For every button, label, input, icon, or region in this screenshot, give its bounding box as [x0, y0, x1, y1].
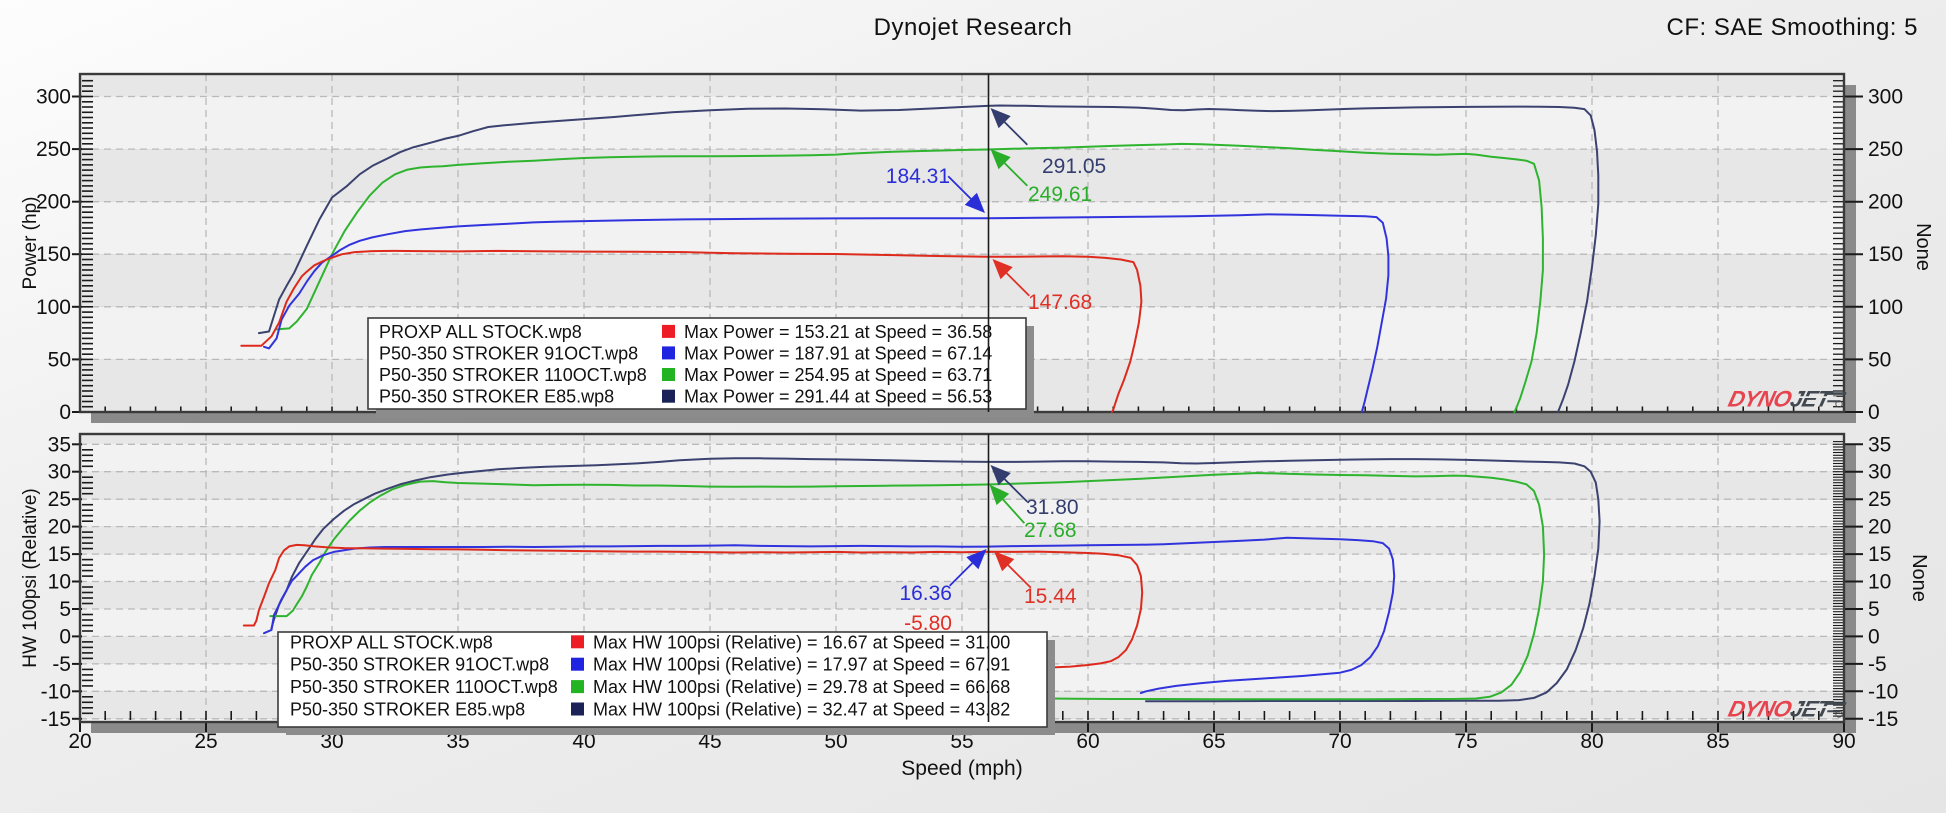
svg-text:P50-350 STROKER E85.wp8: P50-350 STROKER E85.wp8: [379, 387, 614, 407]
svg-text:50: 50: [824, 730, 847, 753]
svg-text:45: 45: [698, 730, 721, 753]
svg-text:16.36: 16.36: [899, 582, 952, 605]
svg-text:65: 65: [1202, 730, 1225, 753]
svg-text:-15: -15: [41, 708, 71, 731]
svg-text:Dynojet Research: Dynojet Research: [874, 14, 1073, 41]
svg-text:-10: -10: [1868, 680, 1898, 703]
svg-text:DYNO: DYNO: [1726, 696, 1795, 722]
svg-text:20: 20: [48, 516, 71, 539]
svg-text:Max Power = 254.95 at Speed =: Max Power = 254.95 at Speed = 63.71: [684, 365, 992, 385]
svg-text:-10: -10: [41, 680, 71, 703]
svg-text:15.44: 15.44: [1024, 585, 1077, 608]
svg-text:35: 35: [446, 730, 469, 753]
svg-text:40: 40: [572, 730, 595, 753]
svg-text:147.68: 147.68: [1028, 291, 1092, 314]
svg-text:Max HW 100psi (Relative) = 29.: Max HW 100psi (Relative) = 29.78 at Spee…: [593, 677, 1010, 697]
svg-text:250: 250: [36, 138, 71, 161]
svg-text:Max HW 100psi (Relative) = 16.: Max HW 100psi (Relative) = 16.67 at Spee…: [593, 632, 1010, 652]
svg-text:P50-350 STROKER 110OCT.wp8: P50-350 STROKER 110OCT.wp8: [290, 677, 558, 697]
svg-text:5: 5: [1868, 598, 1880, 621]
svg-text:100: 100: [1868, 296, 1903, 319]
svg-text:55: 55: [950, 730, 973, 753]
svg-text:0: 0: [59, 625, 71, 648]
svg-text:5: 5: [59, 598, 71, 621]
svg-text:50: 50: [1868, 348, 1891, 371]
svg-text:CF: SAE Smoothing: 5: CF: SAE Smoothing: 5: [1667, 14, 1918, 41]
svg-text:-15: -15: [1868, 708, 1898, 731]
svg-text:0: 0: [1868, 401, 1880, 424]
svg-text:30: 30: [48, 461, 71, 484]
svg-text:150: 150: [1868, 243, 1903, 266]
svg-text:85: 85: [1706, 730, 1729, 753]
svg-text:150: 150: [36, 243, 71, 266]
svg-text:20: 20: [68, 730, 91, 753]
svg-text:P50-350 STROKER 110OCT.wp8: P50-350 STROKER 110OCT.wp8: [379, 365, 647, 385]
svg-text:25: 25: [194, 730, 217, 753]
svg-text:200: 200: [1868, 191, 1903, 214]
svg-text:25: 25: [48, 488, 71, 511]
svg-text:-5: -5: [52, 653, 71, 676]
svg-text:249.61: 249.61: [1028, 183, 1092, 206]
svg-text:HW 100psi (Relative): HW 100psi (Relative): [20, 488, 41, 668]
svg-text:Max HW 100psi (Relative) = 32.: Max HW 100psi (Relative) = 32.47 at Spee…: [593, 700, 1010, 720]
svg-text:25: 25: [1868, 488, 1891, 511]
svg-text:300: 300: [1868, 86, 1903, 109]
svg-text:Power (hp): Power (hp): [20, 197, 41, 290]
svg-text:100: 100: [36, 296, 71, 319]
svg-text:75: 75: [1454, 730, 1477, 753]
svg-text:80: 80: [1580, 730, 1603, 753]
svg-text:250: 250: [1868, 138, 1903, 161]
svg-text:DYNO: DYNO: [1726, 386, 1795, 412]
svg-text:60: 60: [1076, 730, 1099, 753]
svg-text:Max Power = 291.44 at Speed =: Max Power = 291.44 at Speed = 56.53: [684, 387, 992, 407]
svg-text:Max Power = 187.91 at Speed =: Max Power = 187.91 at Speed = 67.14: [684, 343, 992, 363]
svg-text:35: 35: [1868, 433, 1891, 456]
svg-text:10: 10: [48, 571, 71, 594]
svg-text:Max HW 100psi (Relative) = 17.: Max HW 100psi (Relative) = 17.97 at Spee…: [593, 655, 1010, 675]
svg-text:P50-350 STROKER E85.wp8: P50-350 STROKER E85.wp8: [290, 700, 525, 720]
svg-text:None: None: [1912, 223, 1934, 271]
svg-text:15: 15: [1868, 543, 1891, 566]
svg-text:P50-350 STROKER 91OCT.wp8: P50-350 STROKER 91OCT.wp8: [290, 655, 549, 675]
svg-text:Max Power = 153.21 at Speed =: Max Power = 153.21 at Speed = 36.58: [684, 322, 992, 342]
svg-text:300: 300: [36, 86, 71, 109]
svg-text:None: None: [1908, 554, 1930, 602]
svg-text:15: 15: [48, 543, 71, 566]
svg-text:184.31: 184.31: [886, 165, 950, 188]
svg-text:90: 90: [1832, 730, 1855, 753]
svg-text:27.68: 27.68: [1024, 519, 1077, 542]
svg-text:0: 0: [1868, 625, 1880, 648]
svg-text:PROXP ALL STOCK.wp8: PROXP ALL STOCK.wp8: [290, 632, 493, 652]
svg-text:50: 50: [48, 348, 71, 371]
svg-text:10: 10: [1868, 571, 1891, 594]
svg-text:30: 30: [320, 730, 343, 753]
svg-text:31.80: 31.80: [1026, 496, 1079, 519]
svg-text:35: 35: [48, 433, 71, 456]
svg-text:291.05: 291.05: [1042, 155, 1106, 178]
svg-text:200: 200: [36, 191, 71, 214]
svg-text:Speed (mph): Speed (mph): [901, 757, 1022, 780]
svg-text:30: 30: [1868, 461, 1891, 484]
svg-text:70: 70: [1328, 730, 1351, 753]
svg-text:20: 20: [1868, 516, 1891, 539]
svg-text:PROXP ALL STOCK.wp8: PROXP ALL STOCK.wp8: [379, 322, 582, 342]
svg-text:P50-350 STROKER 91OCT.wp8: P50-350 STROKER 91OCT.wp8: [379, 343, 638, 363]
svg-text:0: 0: [59, 401, 71, 424]
svg-text:-5: -5: [1868, 653, 1887, 676]
svg-text:-5.80: -5.80: [904, 612, 952, 635]
